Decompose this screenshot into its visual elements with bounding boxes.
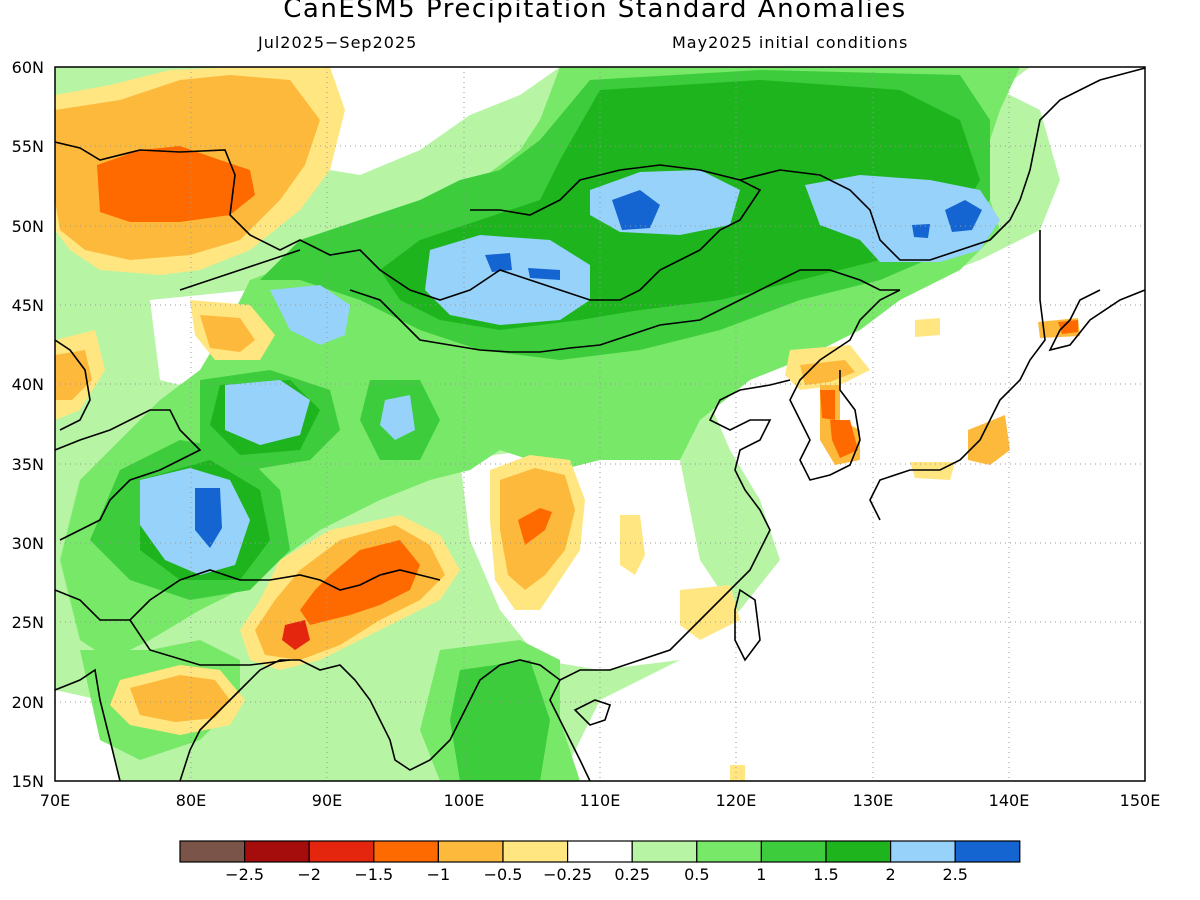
lat-label: 30N [12, 534, 44, 553]
anomaly-fields [55, 67, 1145, 781]
colorbar-labels: −2.5 −2 −1.5 −1 −0.5 −0.25 0.25 0.5 1 1.5 2 2.5 [225, 865, 968, 884]
lat-label: 15N [12, 772, 44, 791]
lon-label: 150E [1120, 791, 1161, 810]
colorbar-swatch [631, 840, 698, 863]
lat-label: 35N [12, 455, 44, 474]
colorbar-swatch [760, 840, 827, 863]
colorbar-swatch [502, 840, 569, 863]
colorbar-swatch [244, 840, 310, 863]
colorbar-label: 1 [756, 865, 766, 884]
lon-label: 70E [40, 791, 70, 810]
colorbar [179, 840, 1021, 863]
colorbar-label: 0.25 [614, 865, 650, 884]
lon-label: 120E [716, 791, 757, 810]
colorbar-swatch [696, 840, 762, 863]
latitude-labels: 15N 20N 25N 30N 35N 40N 45N 50N 55N 60N [12, 58, 44, 791]
colorbar-label: 2 [886, 865, 896, 884]
lat-label: 60N [12, 58, 44, 77]
colorbar-swatch [954, 840, 1021, 863]
colorbar-swatch [566, 840, 633, 863]
colorbar-label: 1.5 [813, 865, 838, 884]
lon-label: 100E [444, 791, 485, 810]
colorbar-label: 2.5 [942, 865, 967, 884]
colorbar-label: −1.5 [354, 865, 393, 884]
lon-label: 110E [580, 791, 621, 810]
lon-label: 140E [989, 791, 1030, 810]
colorbar-label: −1 [427, 865, 451, 884]
graticule [55, 67, 1145, 781]
lat-label: 55N [12, 137, 44, 156]
colorbar-swatch [308, 840, 375, 863]
colorbar-swatch [373, 840, 439, 863]
colorbar-swatch [825, 840, 892, 863]
lon-label: 90E [312, 791, 342, 810]
lat-label: 45N [12, 296, 44, 315]
lon-label: 80E [176, 791, 206, 810]
colorbar-label: −0.5 [484, 865, 523, 884]
coastlines-borders [55, 67, 1145, 781]
forecast-period: Jul2025−Sep2025 [258, 33, 418, 52]
lat-label: 25N [12, 613, 44, 632]
lon-label: 130E [853, 791, 894, 810]
colorbar-label: −2.5 [225, 865, 264, 884]
colorbar-swatch [889, 840, 956, 863]
colorbar-label: −2 [297, 865, 321, 884]
lat-label: 20N [12, 693, 44, 712]
map-title: CanESM5 Precipitation Standard Anomalies [283, 0, 907, 24]
colorbar-label: 0.5 [684, 865, 709, 884]
lat-label: 40N [12, 375, 44, 394]
initial-conditions: May2025 initial conditions [672, 33, 909, 52]
colorbar-label: −0.25 [543, 865, 592, 884]
lat-label: 50N [12, 217, 44, 236]
longitude-labels: 70E 80E 90E 100E 110E 120E 130E 140E 150… [40, 791, 1161, 810]
colorbar-swatch [437, 840, 504, 863]
plot-frame [54, 66, 1146, 782]
colorbar-swatch [179, 840, 246, 863]
